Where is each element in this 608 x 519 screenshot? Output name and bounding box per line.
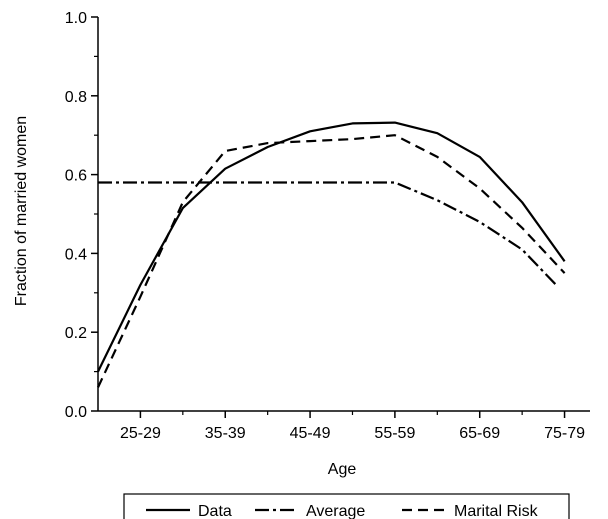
series-line-marital-risk <box>97 134 566 388</box>
x-tick-label: 65-69 <box>459 425 500 442</box>
legend-label-average: Average <box>306 503 365 519</box>
x-tick-label: 25-29 <box>120 425 161 442</box>
y-tick-label: 0.6 <box>65 168 87 185</box>
y-tick-label: 0.4 <box>65 246 87 263</box>
y-tick-label: 0.8 <box>65 89 87 106</box>
series-layer <box>97 121 566 388</box>
x-tick-label: 75-79 <box>544 425 585 442</box>
x-axis-title: Age <box>328 461 357 478</box>
chart-axes: 0.0 0.2 0.4 0.6 0.8 1.0 25-29 35-39 45-49 55-59 65… <box>65 10 590 442</box>
x-tick-label: 45-49 <box>290 425 331 442</box>
legend-box <box>123 493 570 519</box>
y-tick-label: 0.0 <box>65 404 87 421</box>
series-line-data <box>97 121 566 373</box>
series-line-average <box>98 181 557 286</box>
y-tick-label: 1.0 <box>65 10 87 27</box>
legend: Data Average Marital Risk <box>123 493 570 519</box>
x-tick-label: 55-59 <box>374 425 415 442</box>
legend-label-data: Data <box>198 503 232 519</box>
x-tick-label: 35-39 <box>205 425 246 442</box>
y-axis-title: Fraction of married women <box>13 116 30 306</box>
y-tick-label: 0.2 <box>65 325 87 342</box>
legend-label-marital-risk: Marital Risk <box>454 503 539 519</box>
